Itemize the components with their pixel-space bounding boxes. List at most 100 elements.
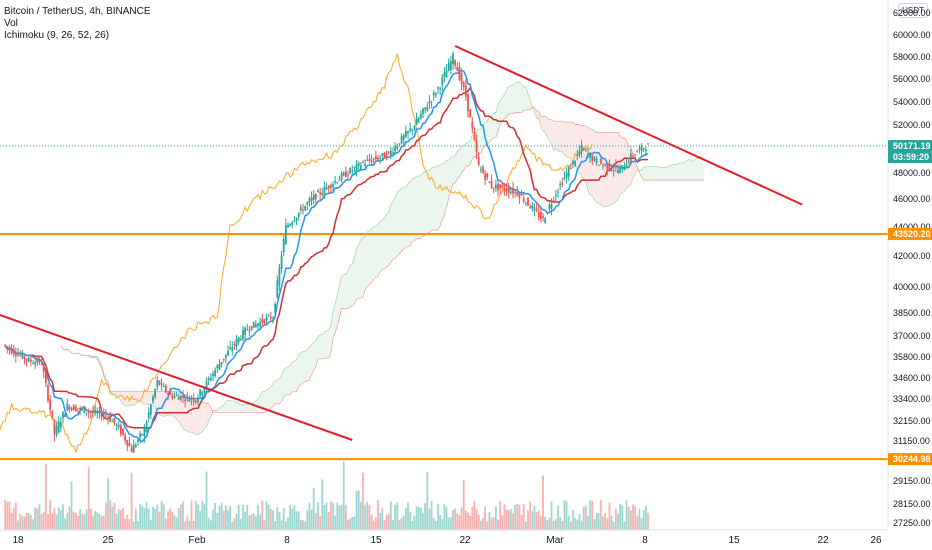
candle-body xyxy=(119,425,122,435)
price-tick-label: 62000.00 xyxy=(893,8,931,18)
cloud-segment xyxy=(588,127,591,195)
price-axis[interactable]: 62000.00 60000.00 58000.00 56000.00 54000.00… xyxy=(893,8,931,528)
volume-bar xyxy=(578,514,581,530)
cloud-segment xyxy=(403,187,406,249)
volume-bar xyxy=(194,500,197,530)
volume-bar xyxy=(584,506,587,530)
candle-body xyxy=(122,428,124,435)
cloud-segment xyxy=(303,351,306,383)
volume-bar xyxy=(244,511,247,530)
candle-body xyxy=(392,152,394,154)
candle-body xyxy=(604,163,607,165)
volume-bar xyxy=(535,511,538,530)
candle-body xyxy=(179,395,182,400)
currency-button[interactable]: USDT xyxy=(898,3,928,18)
volume-bar xyxy=(115,513,118,530)
cloud-segment xyxy=(500,97,503,124)
support-upper-tag xyxy=(888,227,932,240)
candle-body xyxy=(559,184,562,186)
volume-bar xyxy=(209,520,212,530)
volume-bar xyxy=(621,505,624,530)
candle-body xyxy=(638,148,641,150)
cloud-segment xyxy=(472,134,475,159)
candle-body xyxy=(239,338,242,340)
cloud-segment xyxy=(536,110,539,119)
volume-bar xyxy=(392,519,394,530)
trendlines xyxy=(0,45,803,441)
volume-bar xyxy=(542,475,544,530)
cloud-segment xyxy=(701,156,704,181)
candle-body xyxy=(627,161,630,163)
candle-body xyxy=(484,173,487,180)
volume-bar xyxy=(634,506,637,530)
candle-body xyxy=(130,447,133,453)
volume-bar xyxy=(246,504,249,530)
cloud-segment xyxy=(339,275,342,318)
volume-bar xyxy=(233,518,236,530)
candle-body xyxy=(117,424,120,428)
candle-body xyxy=(389,150,392,156)
volume-bar xyxy=(642,510,645,530)
candle-body xyxy=(312,194,315,200)
volume-bar xyxy=(94,511,97,530)
volume-bar xyxy=(51,513,54,530)
candle-body xyxy=(323,186,326,194)
cloud-segment xyxy=(491,112,494,140)
legend-volume[interactable]: Vol xyxy=(4,18,18,29)
cloud-segment xyxy=(232,400,235,413)
volume-bar xyxy=(205,471,208,530)
volume-bar xyxy=(145,501,148,530)
cloud-segment xyxy=(622,137,625,193)
volume-bar xyxy=(222,510,225,530)
volume-bar xyxy=(591,500,594,530)
price-tick-label: 54000.00 xyxy=(893,97,931,107)
candle-body xyxy=(632,155,634,157)
time-axis[interactable]: 18 25 Feb 8 15 22 Mar 8 15 22 26 xyxy=(12,535,882,546)
volume-bar xyxy=(524,521,527,530)
volume-bar xyxy=(237,504,240,530)
candle-body xyxy=(409,128,412,131)
candle-body xyxy=(201,391,204,396)
candle-body xyxy=(565,172,568,178)
cloud-segment xyxy=(607,132,610,207)
support-levels xyxy=(0,145,888,461)
volume-bar xyxy=(522,503,525,530)
volume-bar xyxy=(432,517,435,530)
cloud-segment xyxy=(487,116,490,145)
cloud-segment xyxy=(240,405,243,413)
cloud-segment xyxy=(333,304,336,339)
candle-body xyxy=(137,440,139,442)
candle-body xyxy=(287,225,289,228)
cloud-segment xyxy=(506,86,509,118)
candle-body xyxy=(544,218,547,224)
cloud-segment xyxy=(442,162,445,220)
candle-body xyxy=(143,428,146,437)
legend-symbol[interactable]: Bitcoin / TetherUS, 4h, BINANCE xyxy=(4,6,151,17)
candle-body xyxy=(439,88,442,90)
legend-ichimoku[interactable]: Ichimoku (9, 26, 52, 26) xyxy=(4,30,110,41)
volume-bar xyxy=(57,507,60,530)
cloud-segment xyxy=(446,160,449,207)
volume-bar xyxy=(126,514,129,530)
candle-body xyxy=(606,164,609,170)
cloud-segment xyxy=(620,136,623,195)
volume-bar xyxy=(314,513,317,530)
cloud-segment xyxy=(671,164,674,181)
candle-body xyxy=(216,365,219,369)
cloud-segment xyxy=(369,229,372,285)
volume-bar xyxy=(561,521,564,530)
volume-bar xyxy=(516,503,519,530)
volume-bar xyxy=(599,500,602,530)
volume-bar xyxy=(8,501,11,530)
candle-body xyxy=(640,145,643,152)
cloud-segment xyxy=(470,134,473,165)
candle-body xyxy=(552,200,555,202)
volume-bar xyxy=(257,504,259,530)
cloud-segment xyxy=(200,401,203,434)
volume-bar xyxy=(608,502,611,530)
cloud-segment xyxy=(217,408,220,413)
candle-body xyxy=(83,408,86,414)
candle-body xyxy=(274,303,277,313)
cloud-segment xyxy=(221,405,224,413)
